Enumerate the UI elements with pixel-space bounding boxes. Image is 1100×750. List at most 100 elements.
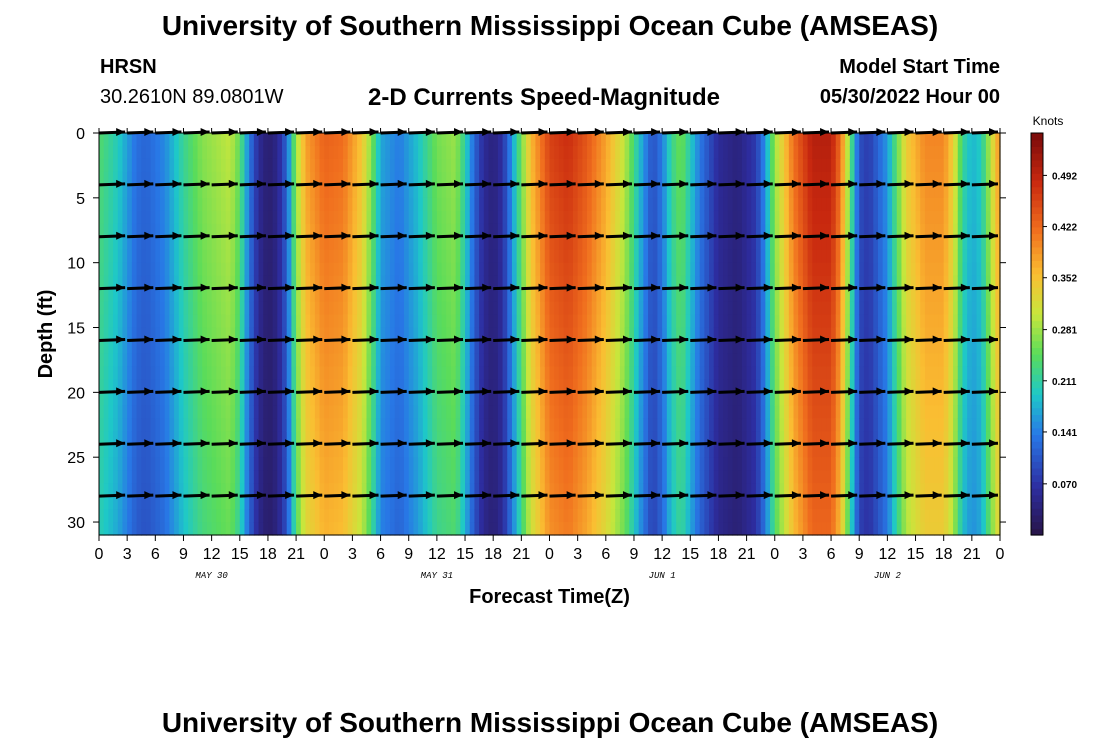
heatmap-cell: [840, 379, 846, 393]
heatmap-cell: [812, 457, 818, 471]
heatmap-cell: [774, 210, 781, 225]
heatmap-cell: [117, 314, 124, 329]
heatmap-cell: [816, 353, 823, 368]
heatmap-cell: [699, 314, 705, 329]
heatmap-cell: [497, 457, 504, 471]
heatmap-cell: [277, 158, 283, 173]
heatmap-cell: [845, 301, 851, 316]
heatmap-cell: [535, 496, 541, 510]
heatmap-cell: [502, 275, 508, 290]
heatmap-cell: [371, 496, 377, 510]
heatmap-cell: [493, 431, 499, 445]
heatmap-cell: [404, 249, 410, 264]
heatmap-cell: [385, 496, 391, 510]
heatmap-cell: [235, 275, 241, 290]
heatmap-cell: [530, 197, 537, 212]
heatmap-cell: [591, 444, 598, 458]
heatmap-cell: [849, 470, 856, 484]
heatmap-cell: [558, 405, 565, 419]
heatmap-cell: [671, 457, 677, 471]
heatmap-cell: [845, 171, 851, 186]
heatmap-cell: [624, 210, 630, 225]
heatmap-cell: [479, 249, 485, 264]
heatmap-cell: [591, 327, 598, 342]
heatmap-cell: [225, 353, 231, 368]
heatmap-cell: [544, 483, 551, 497]
heatmap-cell: [441, 158, 447, 173]
heatmap-cell: [230, 340, 236, 355]
heatmap-cell: [713, 366, 720, 380]
heatmap-cell: [835, 314, 842, 329]
heatmap-cell: [455, 223, 461, 238]
heatmap-cell: [211, 431, 217, 445]
heatmap-cell: [413, 340, 419, 355]
heatmap-cell: [239, 249, 246, 264]
heatmap-cell: [324, 496, 330, 510]
heatmap-cell: [807, 158, 813, 173]
heatmap-cell: [296, 379, 302, 393]
heatmap-cell: [526, 509, 532, 523]
heatmap-cell: [131, 392, 138, 406]
heatmap-cell: [760, 145, 766, 160]
heatmap-cell: [108, 392, 114, 406]
heatmap-cell: [831, 210, 837, 225]
heatmap-cell: [544, 340, 551, 355]
heatmap-cell: [319, 210, 325, 225]
heatmap-cell: [718, 314, 724, 329]
heatmap-cell: [497, 184, 504, 199]
heatmap-cell: [755, 444, 762, 458]
heatmap-cell: [558, 249, 565, 264]
heatmap-cell: [521, 470, 527, 484]
heatmap-cell: [164, 366, 170, 380]
heatmap-cell: [441, 275, 447, 290]
heatmap-cell: [202, 444, 208, 458]
heatmap-cell: [568, 249, 574, 264]
heatmap-cell: [103, 522, 109, 536]
heatmap-cell: [493, 496, 499, 510]
heatmap-cell: [465, 197, 471, 212]
heatmap-cell: [169, 184, 175, 199]
heatmap-cell: [300, 366, 307, 380]
heatmap-cell: [178, 457, 185, 471]
heatmap-cell: [554, 223, 560, 238]
heatmap-cell: [145, 496, 152, 510]
heatmap-cell: [540, 379, 546, 393]
heatmap-cell: [723, 262, 729, 277]
heatmap-cell: [192, 133, 199, 147]
heatmap-cell: [314, 210, 321, 225]
heatmap-cell: [131, 353, 138, 368]
heatmap-cell: [568, 184, 574, 199]
heatmap-cell: [605, 444, 612, 458]
heatmap-cell: [450, 301, 457, 316]
heatmap-cell: [709, 366, 715, 380]
heatmap-cell: [816, 418, 823, 432]
heatmap-cell: [389, 509, 396, 523]
heatmap-cell: [206, 509, 213, 523]
heatmap-cell: [727, 223, 734, 238]
heatmap-cell: [399, 509, 405, 523]
heatmap-cell: [479, 210, 485, 225]
heatmap-cell: [816, 133, 823, 147]
heatmap-cell: [418, 301, 424, 316]
heatmap-cell: [103, 249, 109, 264]
heatmap-cell: [465, 314, 471, 329]
heatmap-cell: [648, 158, 654, 173]
heatmap-cell: [601, 171, 607, 186]
heatmap-cell: [178, 431, 185, 445]
heatmap-cell: [225, 171, 231, 186]
heatmap-cell: [558, 314, 565, 329]
heatmap-cell: [826, 197, 832, 212]
heatmap-cell: [235, 145, 241, 160]
heatmap-cell: [680, 444, 687, 458]
heatmap-cell: [99, 522, 105, 536]
heatmap-cell: [310, 288, 316, 303]
heatmap-cell: [840, 457, 846, 471]
heatmap-cell: [755, 483, 762, 497]
heatmap-cell: [422, 288, 429, 303]
heatmap-cell: [469, 379, 476, 393]
heatmap-cell: [676, 418, 682, 432]
heatmap-cell: [610, 444, 616, 458]
heatmap-cell: [774, 314, 781, 329]
heatmap-cell: [371, 158, 377, 173]
heatmap-cell: [582, 288, 588, 303]
